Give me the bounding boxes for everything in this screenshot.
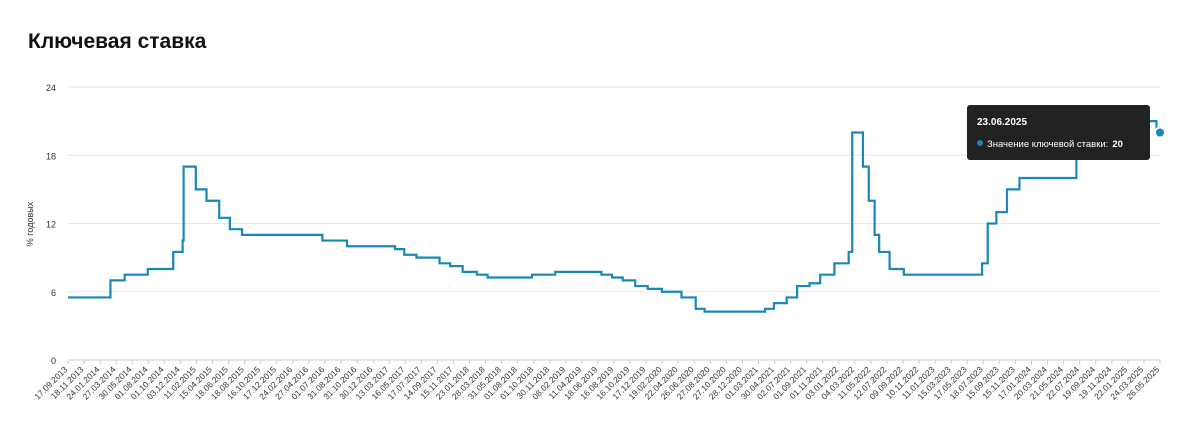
- y-tick-label: 24: [46, 83, 56, 93]
- y-axis-label: % годовых: [25, 201, 35, 246]
- chart-title: Ключевая ставка: [28, 30, 207, 53]
- y-tick-label: 18: [46, 151, 56, 161]
- tooltip-value: 20: [1112, 139, 1123, 150]
- y-tick-label: 0: [51, 356, 56, 366]
- tooltip-label: Значение ключевой ставки:: [987, 139, 1108, 150]
- tooltip-line: Значение ключевой ставки: 20: [987, 139, 1123, 150]
- rate-line: [68, 120, 1160, 313]
- tooltip-box: [967, 105, 1150, 160]
- tooltip-swatch: [977, 140, 983, 146]
- hover-point: [1154, 126, 1166, 139]
- tooltip: 23.06.2025 Значение ключевой ставки: 20: [967, 105, 1150, 160]
- y-tick-label: 6: [51, 288, 56, 298]
- y-tick-label: 12: [46, 220, 56, 230]
- tooltip-date: 23.06.2025: [977, 117, 1027, 128]
